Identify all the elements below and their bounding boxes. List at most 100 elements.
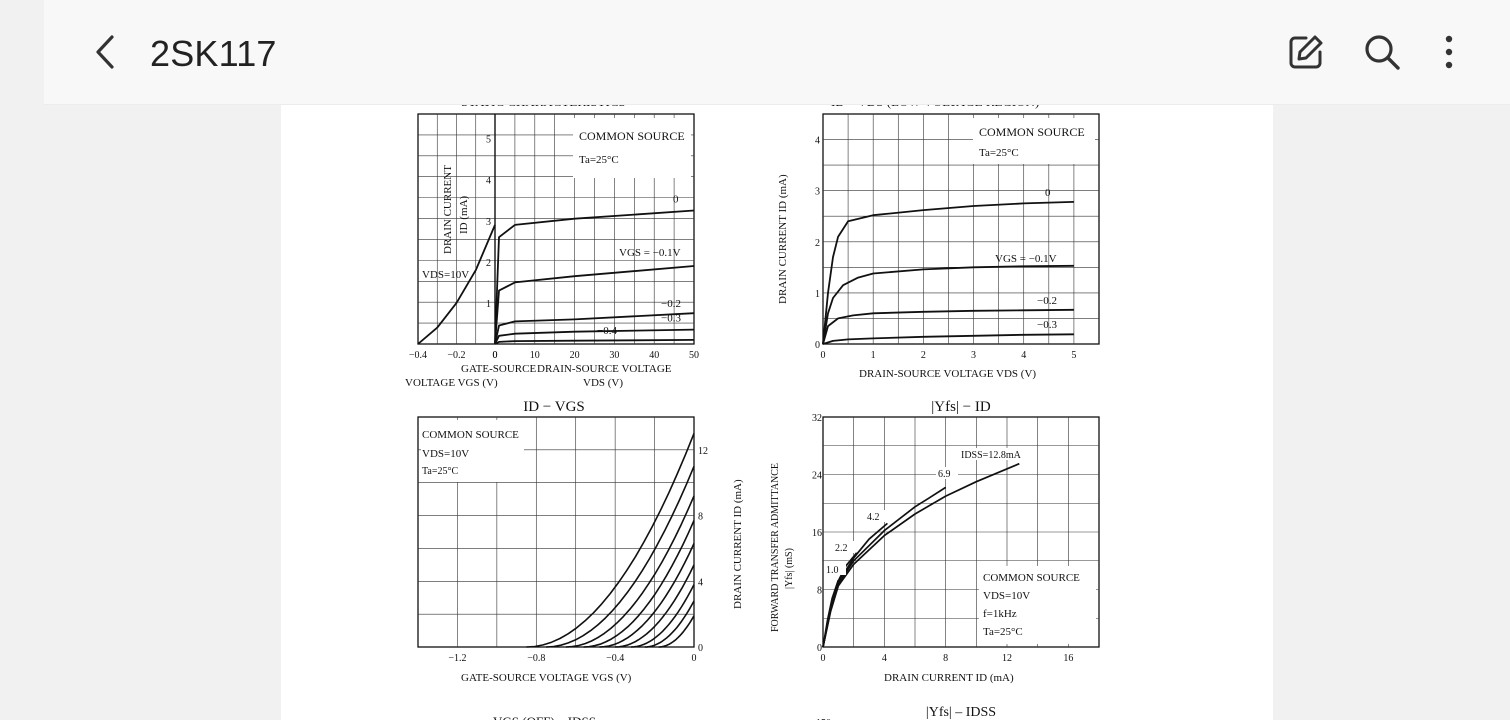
chart1-legend-common-source: COMMON SOURCE bbox=[579, 129, 685, 143]
chart2-xtick: 4 bbox=[1021, 350, 1026, 361]
edit-icon[interactable] bbox=[1286, 32, 1326, 72]
chart4-xtick: 12 bbox=[1002, 653, 1012, 664]
chart4-ylabel-unit: |Yfs| (mS) bbox=[784, 548, 795, 589]
cut-title-vgs-off-idss: VGS (OFF) – IDSS bbox=[493, 714, 596, 720]
chart4-xtick: 8 bbox=[943, 653, 948, 664]
chart3-ytick: 4 bbox=[698, 577, 703, 588]
chart1-series-label: −0.3 bbox=[661, 313, 681, 325]
chart1-ytick: 5 bbox=[486, 135, 491, 146]
cut-title-yfs-idss: |Yfs| – IDSS bbox=[926, 705, 996, 720]
chart4-annotation-bg bbox=[833, 541, 855, 553]
datasheet-graphs: STATIC CHARACTERISTICS ID – VDS (LOW VOLT… bbox=[405, 104, 1100, 720]
chart2-legend-bg bbox=[973, 118, 1095, 164]
chart1-xtick: 30 bbox=[609, 350, 619, 361]
chart3-series-line bbox=[526, 433, 695, 648]
chart3-legend-common-source: COMMON SOURCE bbox=[422, 429, 519, 441]
chart1-xlabel-right: DRAIN-SOURCE VOLTAGE bbox=[537, 363, 672, 375]
chart4-legend-freq: f=1kHz bbox=[983, 608, 1017, 620]
chart1-ytick: 3 bbox=[486, 217, 491, 228]
chart2-ytick: 0 bbox=[815, 340, 820, 351]
chart1-xlabel-right-2: VDS (V) bbox=[583, 377, 623, 389]
chart2-series-line bbox=[822, 264, 1074, 345]
chart2-series-line bbox=[822, 333, 1074, 345]
chart3-ylabel: DRAIN CURRENT ID (mA) bbox=[732, 479, 744, 609]
chart4-title: |Yfs| − ID bbox=[931, 399, 991, 415]
chart4-annotation: IDSS=12.8mA bbox=[961, 450, 1022, 461]
chart1-ytick: 2 bbox=[486, 258, 491, 269]
chart1-xtick: 40 bbox=[649, 350, 659, 361]
chart1-xtick: 0 bbox=[493, 350, 498, 361]
chart2-xtick: 1 bbox=[871, 350, 876, 361]
cut-title-id-vds-low: ID – VDS (LOW VOLTAGE REGION) bbox=[831, 104, 1039, 109]
chart3-xtick: −0.4 bbox=[606, 653, 624, 664]
chart1-xlabel-left: GATE-SOURCE bbox=[461, 363, 536, 375]
chart4-annotation-bg bbox=[865, 510, 887, 522]
chart4-xtick: 0 bbox=[821, 653, 826, 664]
chart3-series-line bbox=[565, 495, 695, 648]
chart3-series-line bbox=[546, 465, 695, 648]
chart1-series-line bbox=[494, 209, 695, 345]
chart4-series-line bbox=[822, 579, 840, 648]
chart3-series-line bbox=[599, 543, 695, 648]
chart4-legend-common-source: COMMON SOURCE bbox=[983, 572, 1080, 584]
chart3-series-line bbox=[630, 584, 695, 648]
chart3-series-line bbox=[615, 564, 695, 648]
chart1-ytick: 4 bbox=[486, 176, 491, 187]
search-icon[interactable] bbox=[1362, 32, 1402, 72]
chart2-ytick: 4 bbox=[815, 136, 820, 147]
chart2-ytick: 2 bbox=[815, 238, 820, 249]
chart4-annotation-bg bbox=[936, 467, 958, 479]
chart3-title: ID − VGS bbox=[523, 399, 585, 415]
chart2-xtick: 0 bbox=[821, 350, 826, 361]
chart4-ytick: 8 bbox=[817, 586, 822, 597]
chart2-series-label: −0.2 bbox=[1037, 295, 1057, 307]
chart4-annotation: 6.9 bbox=[938, 469, 951, 480]
chart3-legend-ta: Ta=25°C bbox=[422, 466, 458, 477]
chart3-xtick: 0 bbox=[692, 653, 697, 664]
chart4-ylabel: FORWARD TRANSFER ADMITTANCE bbox=[770, 463, 781, 632]
chart1-ylabel: DRAIN CURRENT bbox=[442, 165, 454, 254]
chart1-ylabel-unit: ID (mA) bbox=[458, 195, 470, 234]
chart4-legend-vds: VDS=10V bbox=[983, 590, 1030, 602]
chart2-series-line bbox=[822, 201, 1074, 345]
chart1-xtick: 10 bbox=[530, 350, 540, 361]
chart2-ytick: 3 bbox=[815, 187, 820, 198]
chart2-series-line bbox=[822, 308, 1074, 345]
chart2-ytick: 1 bbox=[815, 289, 820, 300]
chart2-xtick: 3 bbox=[971, 350, 976, 361]
chart1-xtick: 50 bbox=[689, 350, 699, 361]
chart1-xlabel-left-2: VOLTAGE VGS (V) bbox=[405, 377, 498, 389]
more-vert-icon[interactable] bbox=[1429, 32, 1469, 72]
chart4-annotation: 1.0 bbox=[826, 565, 839, 576]
chart1-series-line bbox=[494, 328, 695, 345]
chart4-annotation: 2.2 bbox=[835, 543, 848, 554]
document-page[interactable]: STATIC CHARACTERISTICS ID – VDS (LOW VOLT… bbox=[281, 104, 1273, 720]
chart1-xtick: 20 bbox=[570, 350, 580, 361]
chart4-xtick: 4 bbox=[882, 653, 887, 664]
chart1-xtick: −0.2 bbox=[447, 350, 465, 361]
chart2-series-label: −0.3 bbox=[1037, 319, 1057, 331]
chart3-ytick: 0 bbox=[698, 643, 703, 654]
chart1-series-label: 0 bbox=[673, 194, 679, 206]
chart1-series-line bbox=[494, 265, 695, 345]
cut-tick-150: 150 bbox=[816, 718, 831, 720]
chart4-ytick: 16 bbox=[812, 528, 822, 539]
chart1-series-label: VGS = −0.1V bbox=[619, 247, 681, 259]
chart4-annotation-bg bbox=[959, 448, 1029, 460]
chart3-xlabel: GATE-SOURCE VOLTAGE VGS (V) bbox=[461, 672, 632, 684]
chart1-series-label: −0.2 bbox=[661, 298, 681, 310]
chart2-series-label: VGS = −0.1V bbox=[995, 253, 1057, 265]
chart2-legend-ta: Ta=25°C bbox=[979, 147, 1019, 159]
chart3-legend-vds: VDS=10V bbox=[422, 448, 469, 460]
cut-title-static-characteristics: STATIC CHARACTERISTICS bbox=[461, 104, 626, 109]
chart3-ytick: 12 bbox=[698, 446, 708, 457]
chart3-xtick: −1.2 bbox=[448, 653, 466, 664]
chart4-legend-bg bbox=[979, 566, 1096, 644]
chart1-frame bbox=[417, 113, 695, 345]
chart1-series-line bbox=[494, 312, 695, 345]
back-arrow-icon[interactable] bbox=[88, 33, 126, 71]
chart3-legend-bg bbox=[421, 420, 524, 482]
chart3-xtick: −0.8 bbox=[527, 653, 545, 664]
chart4-annotation: 4.2 bbox=[867, 512, 880, 523]
chart1-xtick: 0 bbox=[493, 350, 498, 361]
